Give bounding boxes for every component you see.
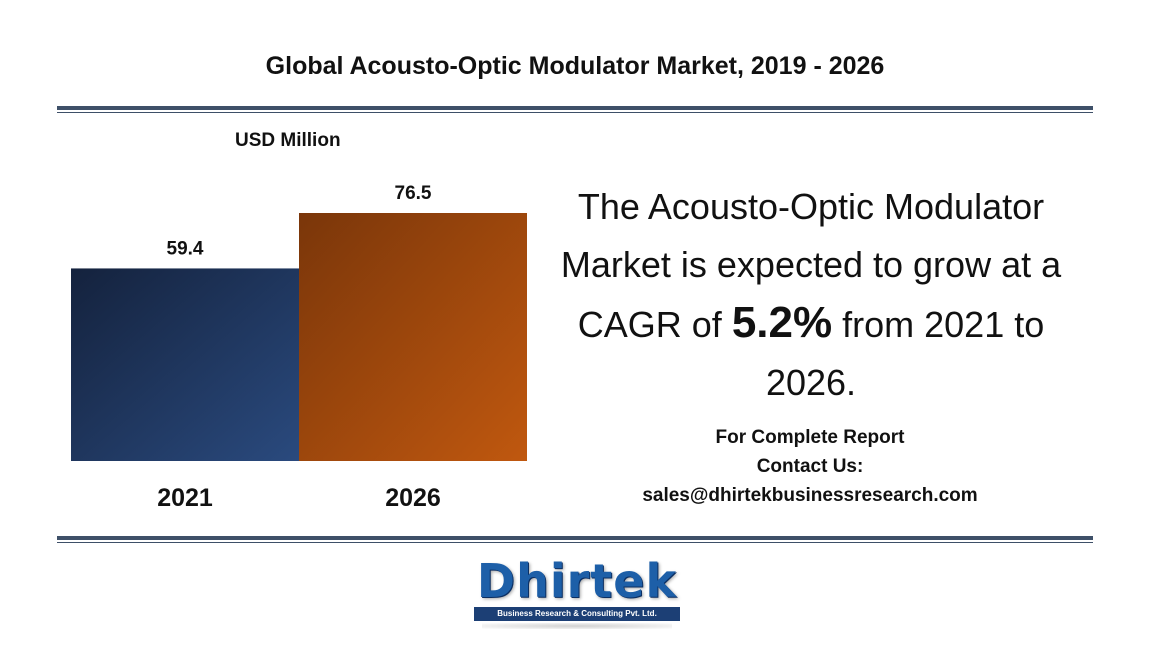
contact-line-report: For Complete Report bbox=[715, 427, 905, 448]
data-label-2021: 59.4 bbox=[167, 238, 204, 259]
contact-block: For Complete Report Contact Us: sales@dh… bbox=[590, 423, 1030, 510]
cagr-statement: The Acousto-Optic Modulator Market is ex… bbox=[535, 178, 1087, 412]
cagr-value: 5.2% bbox=[731, 298, 833, 347]
logo-tagline: Business Research & Consulting Pvt. Ltd. bbox=[474, 607, 680, 621]
bottom-divider bbox=[57, 536, 1093, 543]
category-label-2021: 2021 bbox=[157, 484, 213, 512]
contact-line-contact: Contact Us: bbox=[756, 456, 864, 477]
logo-wordmark: Dhirtek bbox=[476, 554, 678, 608]
bar-2021 bbox=[71, 268, 299, 461]
company-logo: Dhirtek Business Research & Consulting P… bbox=[472, 553, 682, 629]
chart-title: Global Acousto-Optic Modulator Market, 2… bbox=[265, 52, 885, 80]
top-divider bbox=[57, 106, 1093, 113]
contact-email[interactable]: sales@dhirtekbusinessresearch.com bbox=[642, 485, 978, 506]
statement-part-1: The Acousto-Optic Modulator Market is ex… bbox=[560, 186, 1062, 345]
bar-2026 bbox=[299, 213, 527, 461]
unit-label: USD Million bbox=[235, 130, 341, 151]
data-label-2026: 76.5 bbox=[395, 183, 432, 204]
bar-chart: 59.4 2021 76.5 2026 bbox=[71, 183, 527, 512]
category-label-2026: 2026 bbox=[385, 484, 441, 512]
statement-part-2: from 2021 to 2026. bbox=[765, 304, 1045, 403]
